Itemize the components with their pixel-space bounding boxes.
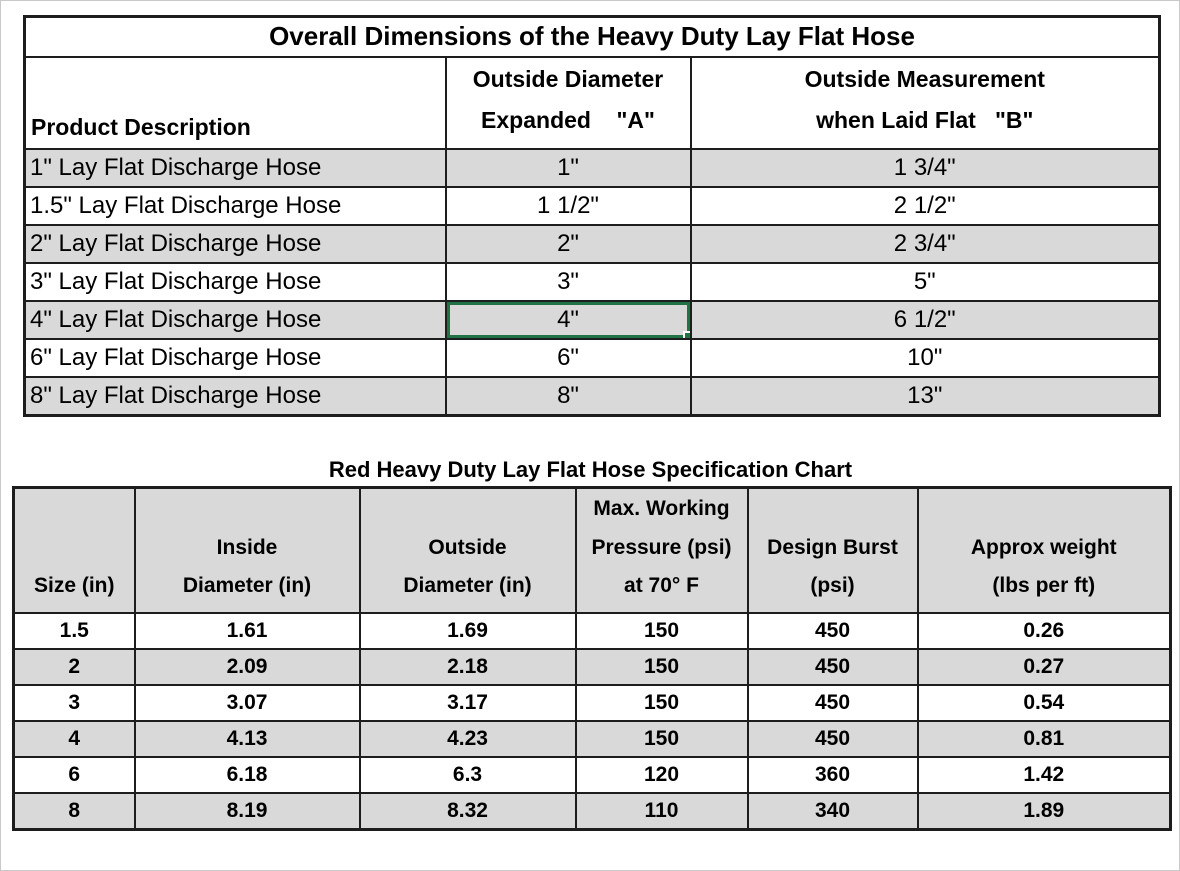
table-row: 1.5 1.61 1.69 150 450 0.26 — [12, 612, 1172, 651]
table1-header-row: Product Description Outside Diameter Exp… — [23, 55, 1161, 151]
cell-size[interactable]: 2 — [12, 648, 136, 687]
table-row: 1" Lay Flat Discharge Hose 1" 1 3/4" — [23, 148, 1161, 189]
cell-product-description[interactable]: 1" Lay Flat Discharge Hose — [23, 148, 447, 189]
cell-outside-diameter[interactable]: 3.17 — [358, 684, 577, 723]
table-row: 3" Lay Flat Discharge Hose 3" 5" — [23, 262, 1161, 303]
cell-size[interactable]: 1.5 — [12, 612, 136, 651]
header-approx-weight[interactable]: Approx weight (lbs per ft) — [916, 486, 1172, 615]
table-row: 1.5" Lay Flat Discharge Hose 1 1/2" 2 1/2" — [23, 186, 1161, 227]
specification-table: Size (in) Inside Diameter (in) Outside Dia… — [12, 485, 1172, 831]
table-row: 8" Lay Flat Discharge Hose 8" 13" — [23, 376, 1161, 417]
cell-product-description[interactable]: 8" Lay Flat Discharge Hose — [23, 376, 447, 417]
header-inside-diameter[interactable]: Inside Diameter (in) — [133, 486, 361, 615]
cell-max-working-pressure[interactable]: 150 — [574, 684, 749, 723]
cell-product-description[interactable]: 1.5" Lay Flat Discharge Hose — [23, 186, 447, 227]
cell-inside-diameter[interactable]: 3.07 — [133, 684, 361, 723]
cell-approx-weight[interactable]: 0.26 — [916, 612, 1172, 651]
table1-title-row: Overall Dimensions of the Heavy Duty Lay… — [23, 15, 1161, 58]
cell-expanded-diameter[interactable]: 8" — [444, 376, 692, 417]
cell-design-burst[interactable]: 450 — [746, 684, 919, 723]
cell-approx-weight[interactable]: 0.54 — [916, 684, 1172, 723]
cell-product-description[interactable]: 6" Lay Flat Discharge Hose — [23, 338, 447, 379]
header-product-description[interactable]: Product Description — [23, 55, 447, 151]
cell-inside-diameter[interactable]: 4.13 — [133, 720, 361, 759]
cell-max-working-pressure[interactable]: 150 — [574, 648, 749, 687]
cell-size[interactable]: 8 — [12, 792, 136, 831]
header-size[interactable]: Size (in) — [12, 486, 136, 615]
cell-design-burst[interactable]: 450 — [746, 612, 919, 651]
cell-outside-diameter[interactable]: 8.32 — [358, 792, 577, 831]
cell-approx-weight[interactable]: 1.42 — [916, 756, 1172, 795]
cell-outside-diameter[interactable]: 1.69 — [358, 612, 577, 651]
specification-chart-title: Red Heavy Duty Lay Flat Hose Specificati… — [328, 456, 853, 482]
header-design-burst[interactable]: Design Burst (psi) — [746, 486, 919, 615]
table-row: 6 6.18 6.3 120 360 1.42 — [12, 756, 1172, 795]
cell-max-working-pressure[interactable]: 120 — [574, 756, 749, 795]
table-row: 8 8.19 8.32 110 340 1.89 — [12, 792, 1172, 831]
cell-laid-flat-measurement[interactable]: 13" — [689, 376, 1161, 417]
header-outside-diameter[interactable]: Outside Diameter (in) — [358, 486, 577, 615]
cell-laid-flat-measurement[interactable]: 10" — [689, 338, 1161, 379]
cell-outside-diameter[interactable]: 4.23 — [358, 720, 577, 759]
overall-dimensions-table: Overall Dimensions of the Heavy Duty Lay… — [23, 15, 1162, 417]
cell-expanded-diameter[interactable]: 3" — [444, 262, 692, 303]
cell-max-working-pressure[interactable]: 150 — [574, 720, 749, 759]
cell-approx-weight[interactable]: 0.81 — [916, 720, 1172, 759]
cell-approx-weight[interactable]: 0.27 — [916, 648, 1172, 687]
cell-size[interactable]: 4 — [12, 720, 136, 759]
cell-design-burst[interactable]: 360 — [746, 756, 919, 795]
header-max-working-pressure[interactable]: Max. Working Pressure (psi) at 70° F — [574, 486, 749, 615]
table-row: 4 4.13 4.23 150 450 0.81 — [12, 720, 1172, 759]
cell-outside-diameter[interactable]: 2.18 — [358, 648, 577, 687]
cell-laid-flat-measurement[interactable]: 2 3/4" — [689, 224, 1161, 265]
table-row: 2 2.09 2.18 150 450 0.27 — [12, 648, 1172, 687]
cell-expanded-diameter[interactable]: 1" — [444, 148, 692, 189]
cell-design-burst[interactable]: 450 — [746, 648, 919, 687]
fill-handle[interactable] — [682, 331, 689, 338]
table-row: 6" Lay Flat Discharge Hose 6" 10" — [23, 338, 1161, 379]
table1-title[interactable]: Overall Dimensions of the Heavy Duty Lay… — [23, 15, 1161, 58]
cell-expanded-diameter[interactable]: 2" — [444, 224, 692, 265]
cell-inside-diameter[interactable]: 1.61 — [133, 612, 361, 651]
table2-header-row: Size (in) Inside Diameter (in) Outside Dia… — [12, 486, 1172, 615]
table-row: 4" Lay Flat Discharge Hose 4" 6 1/2" — [23, 300, 1161, 341]
cell-design-burst[interactable]: 340 — [746, 792, 919, 831]
cell-laid-flat-measurement[interactable]: 1 3/4" — [689, 148, 1161, 189]
table-row: 3 3.07 3.17 150 450 0.54 — [12, 684, 1172, 723]
cell-inside-diameter[interactable]: 2.09 — [133, 648, 361, 687]
cell-product-description[interactable]: 4" Lay Flat Discharge Hose — [23, 300, 447, 341]
cell-product-description[interactable]: 3" Lay Flat Discharge Hose — [23, 262, 447, 303]
cell-max-working-pressure[interactable]: 150 — [574, 612, 749, 651]
cell-approx-weight[interactable]: 1.89 — [916, 792, 1172, 831]
cell-inside-diameter[interactable]: 6.18 — [133, 756, 361, 795]
cell-max-working-pressure[interactable]: 110 — [574, 792, 749, 831]
cell-expanded-diameter[interactable]: 6" — [444, 338, 692, 379]
cell-laid-flat-measurement[interactable]: 6 1/2" — [689, 300, 1161, 341]
cell-inside-diameter[interactable]: 8.19 — [133, 792, 361, 831]
cell-product-description[interactable]: 2" Lay Flat Discharge Hose — [23, 224, 447, 265]
cell-laid-flat-measurement[interactable]: 2 1/2" — [689, 186, 1161, 227]
table-row: 2" Lay Flat Discharge Hose 2" 2 3/4" — [23, 224, 1161, 265]
cell-expanded-diameter[interactable]: 1 1/2" — [444, 186, 692, 227]
cell-size[interactable]: 3 — [12, 684, 136, 723]
cell-outside-diameter[interactable]: 6.3 — [358, 756, 577, 795]
cell-laid-flat-measurement[interactable]: 5" — [689, 262, 1161, 303]
active-selected-cell[interactable]: 4" — [444, 300, 692, 341]
cell-size[interactable]: 6 — [12, 756, 136, 795]
header-outside-diameter-expanded[interactable]: Outside Diameter Expanded "A" — [444, 55, 692, 151]
header-outside-measurement-laid-flat[interactable]: Outside Measurement when Laid Flat "B" — [689, 55, 1161, 151]
cell-design-burst[interactable]: 450 — [746, 720, 919, 759]
